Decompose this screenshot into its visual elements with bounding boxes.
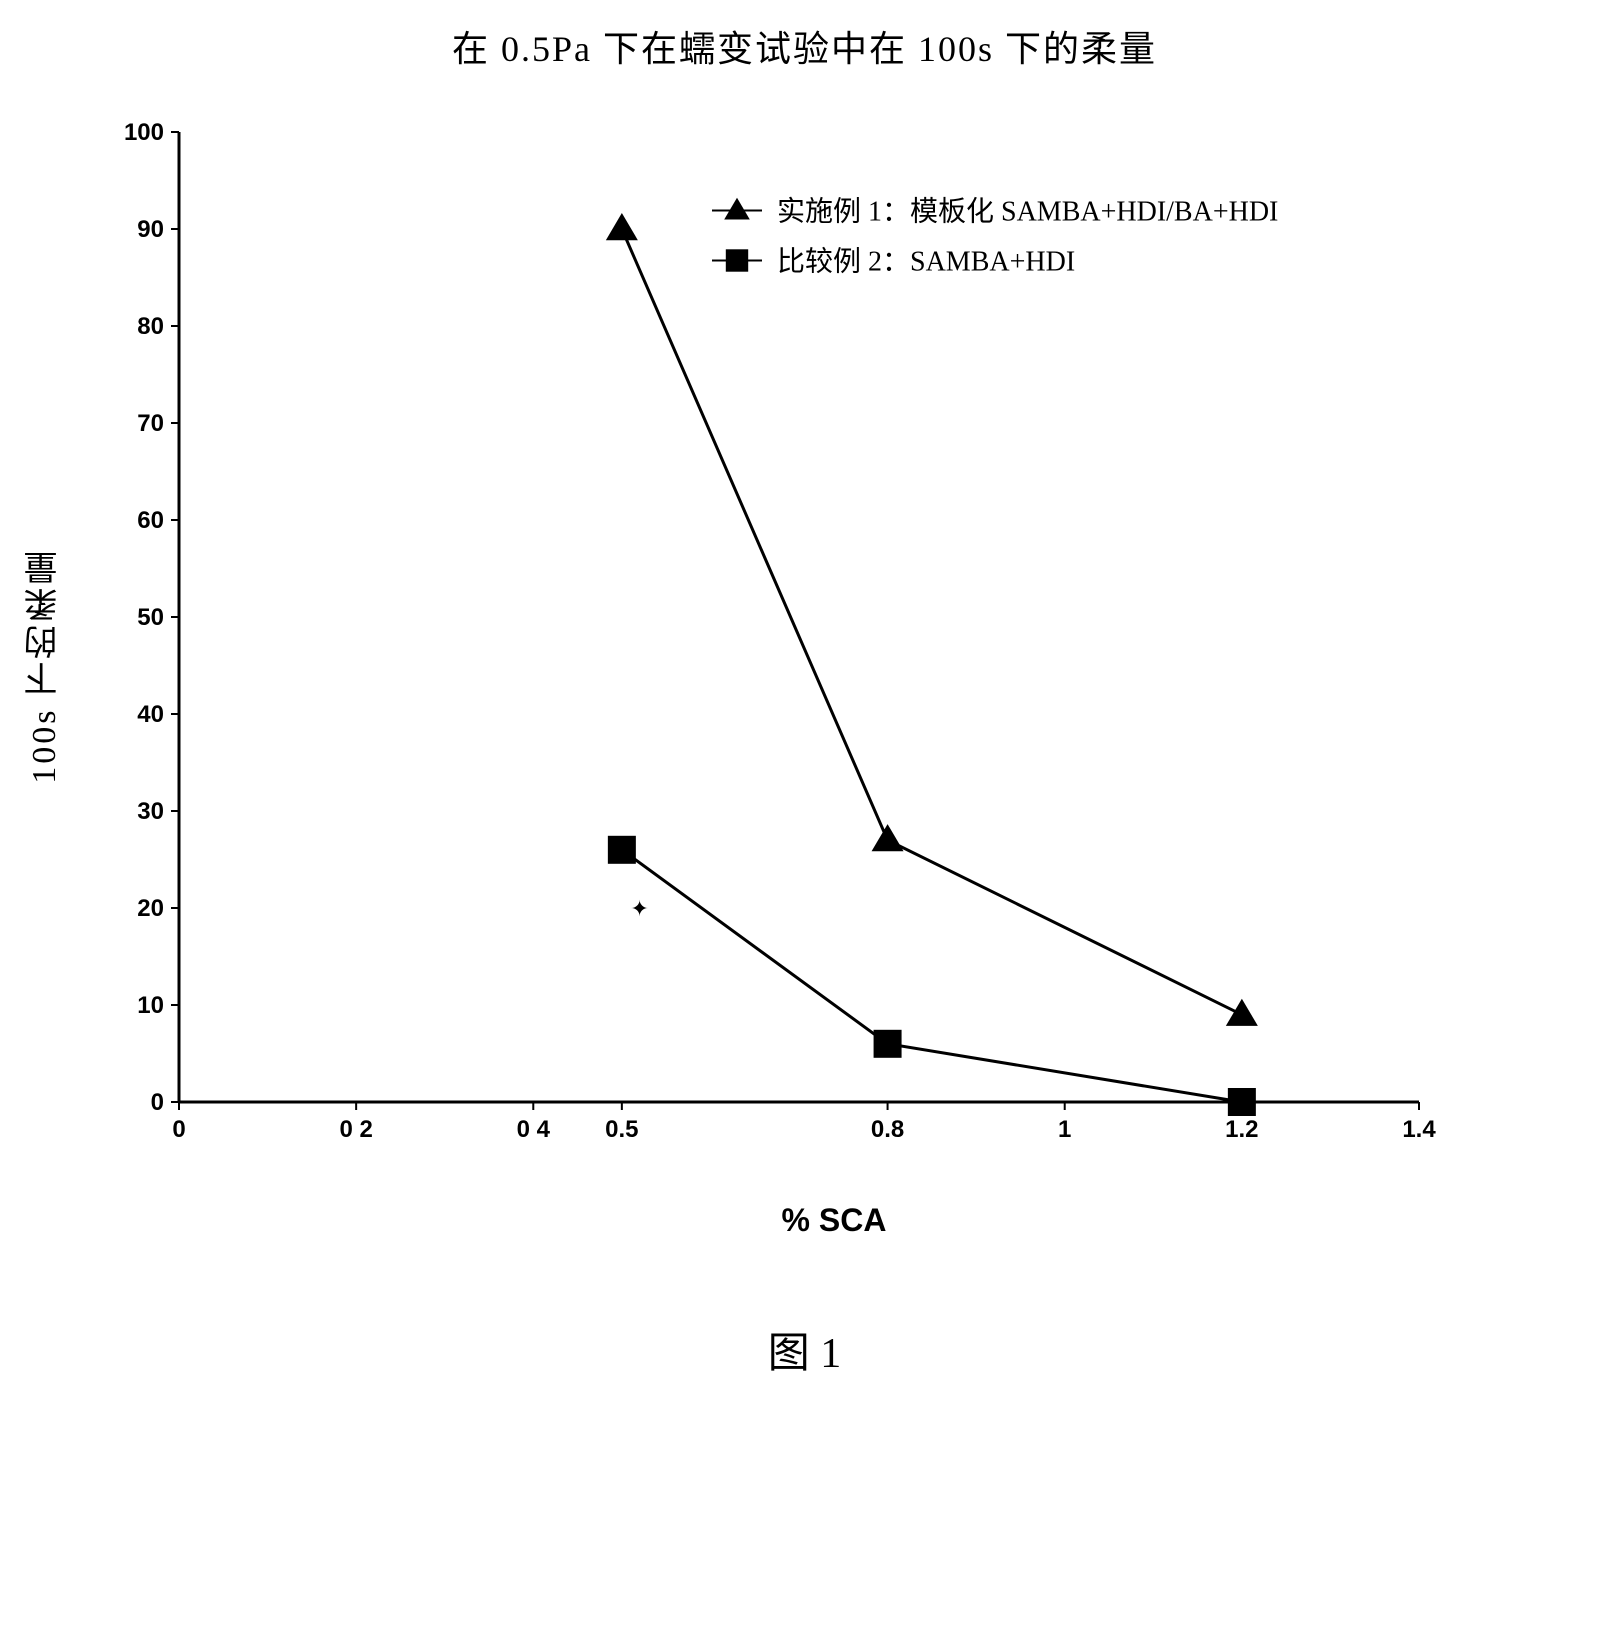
y-tick-label: 0 (151, 1089, 164, 1116)
chart-area: 0 10 20 30 40 50 60 70 80 90 100 0 0 2 0 4 0.5 0.8 1 1.2 1… (79, 92, 1589, 1239)
triangle-marker (606, 213, 638, 240)
x-axis-label: % SCA (79, 1202, 1589, 1239)
triangle-marker (872, 824, 904, 851)
series-line-series2 (622, 850, 1242, 1102)
x-tick-label: 1 (1058, 1116, 1071, 1143)
extra-marker: ✦ (630, 896, 648, 921)
x-tick-label: 0 (172, 1116, 185, 1143)
series-line-series1 (622, 229, 1242, 1015)
triangle-marker (1226, 999, 1258, 1026)
square-marker (608, 836, 636, 864)
y-tick-label: 90 (137, 216, 164, 243)
square-marker (1228, 1088, 1256, 1116)
y-axis-label: 100s 下的柔量 (20, 548, 69, 784)
legend-label: 实施例 1：模板化 SAMBA+HDI/BA+HDI (777, 196, 1278, 228)
y-tick-label: 30 (137, 798, 164, 825)
chart-svg: 0 10 20 30 40 50 60 70 80 90 100 0 0 2 0 4 0.5 0.8 1 1.2 1… (79, 92, 1479, 1192)
x-tick-label: 1.4 (1402, 1116, 1436, 1143)
square-marker (874, 1030, 902, 1058)
y-tick-label: 60 (137, 507, 164, 534)
x-tick-label: 1.2 (1225, 1116, 1258, 1143)
triangle-marker (724, 198, 750, 220)
y-tick-label: 40 (137, 701, 164, 728)
square-marker (726, 249, 748, 271)
x-tick-label: 0.5 (605, 1116, 638, 1143)
y-tick-label: 70 (137, 410, 164, 437)
y-tick-label: 80 (137, 313, 164, 340)
y-tick-label: 100 (124, 119, 164, 146)
chart-wrapper: 100s 下的柔量 010203040506070809010000 20 40… (20, 92, 1589, 1239)
figure-label: 图 1 (768, 1319, 842, 1380)
x-tick-label: 0.8 (871, 1116, 904, 1143)
y-tick-label: 10 (137, 992, 164, 1019)
legend-label: 比较例 2：SAMBA+HDI (777, 246, 1075, 278)
y-tick-label: 20 (137, 895, 164, 922)
chart-title: 在 0.5Pa 下在蠕变试验中在 100s 下的柔量 (452, 20, 1157, 72)
y-tick-label: 50 (137, 604, 164, 631)
x-tick-label: 0 2 (339, 1116, 372, 1143)
x-tick-label: 0 4 (517, 1116, 551, 1143)
